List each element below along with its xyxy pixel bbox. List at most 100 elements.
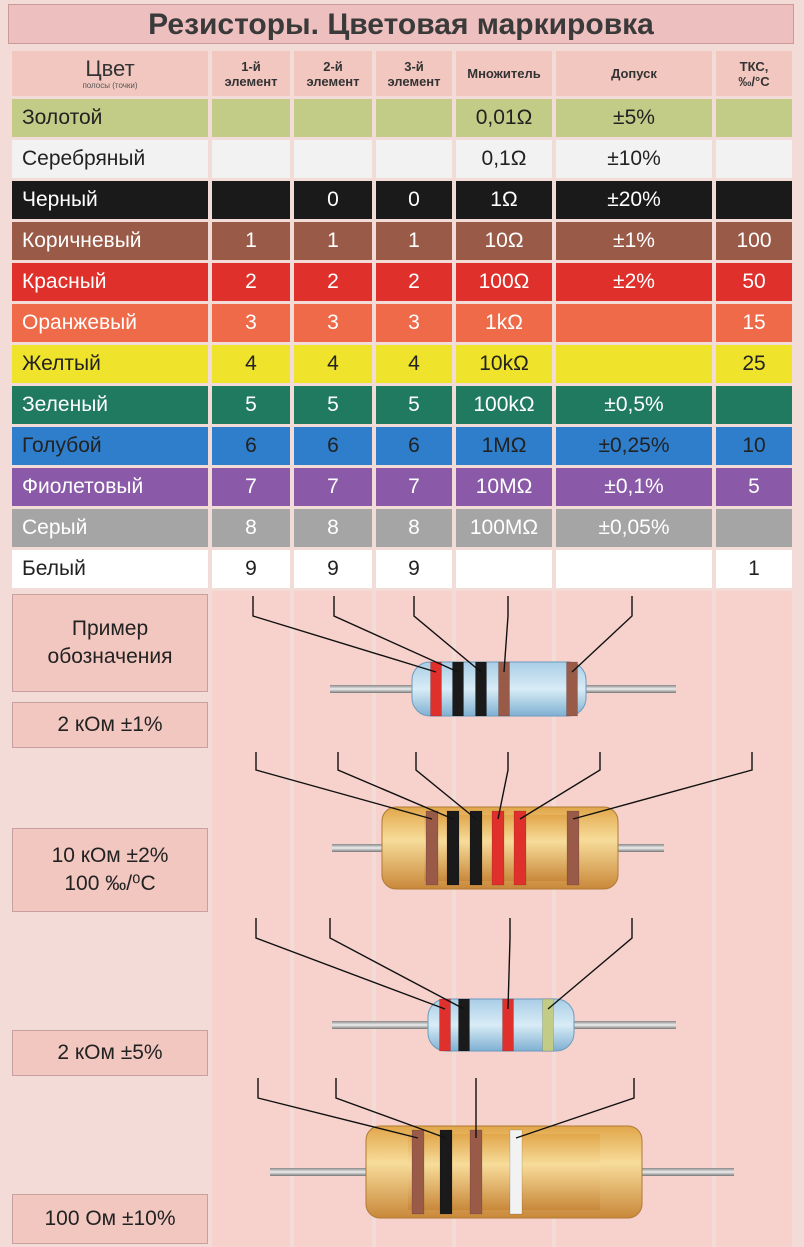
color-name-cell: Черный [12, 181, 208, 219]
color-name-cell: Голубой [12, 427, 208, 465]
value-cell-mult: 100MΩ [456, 509, 552, 547]
value-cell-d3: 4 [376, 345, 452, 383]
value-cell-tol: ±0,25% [556, 427, 712, 465]
value-cell-tks [716, 509, 792, 547]
color-name-cell: Красный [12, 263, 208, 301]
value-cell-mult: 0,01Ω [456, 99, 552, 137]
value-cell-tks [716, 99, 792, 137]
value-cell-tks: 5 [716, 468, 792, 506]
value-cell-d3: 0 [376, 181, 452, 219]
color-band [491, 810, 505, 886]
value-cell-d3: 5 [376, 386, 452, 424]
value-cell-d2: 6 [294, 427, 372, 465]
value-cell-d1: 5 [212, 386, 290, 424]
value-cell-tks: 25 [716, 345, 792, 383]
column-stripe [212, 591, 290, 1247]
color-band [469, 1129, 483, 1215]
value-cell-tol [556, 304, 712, 342]
value-cell-tol: ±20% [556, 181, 712, 219]
header-tks: ТКС, ‰/°С [716, 51, 792, 96]
value-cell-d3: 6 [376, 427, 452, 465]
color-band [411, 1129, 425, 1215]
connector-line [572, 752, 753, 820]
value-cell-d2: 4 [294, 345, 372, 383]
connector-line [503, 596, 509, 673]
value-cell-tol [556, 345, 712, 383]
value-cell-mult: 10MΩ [456, 468, 552, 506]
header-tks-line: ‰/°С [738, 73, 770, 89]
color-name-cell: Золотой [12, 99, 208, 137]
color-name-cell: Фиолетовый [12, 468, 208, 506]
connector-line [329, 918, 465, 1010]
value-cell-d2: 5 [294, 386, 372, 424]
color-band [452, 661, 464, 717]
value-cell-d3: 9 [376, 550, 452, 588]
connector-line [413, 596, 482, 673]
header-color-label: Цвет [85, 55, 135, 81]
value-cell-d3 [376, 140, 452, 178]
value-cell-tks [716, 181, 792, 219]
value-cell-d1: 4 [212, 345, 290, 383]
color-band [439, 1129, 453, 1215]
color-band [566, 661, 578, 717]
value-cell-d2: 0 [294, 181, 372, 219]
value-cell-mult: 100Ω [456, 263, 552, 301]
color-name-cell: Коричневый [12, 222, 208, 260]
value-cell-d2: 7 [294, 468, 372, 506]
value-cell-tol: ±0,5% [556, 386, 712, 424]
header-second-line: 2-й [323, 58, 343, 74]
connector-line [507, 918, 511, 1010]
value-cell-mult: 1kΩ [456, 304, 552, 342]
value-cell-d1: 1 [212, 222, 290, 260]
value-cell-d1: 2 [212, 263, 290, 301]
connector-line [257, 1078, 419, 1139]
page-title: Резисторы. Цветовая маркировка [8, 4, 794, 44]
connector-line [519, 752, 601, 820]
value-cell-d1 [212, 99, 290, 137]
value-cell-d3: 2 [376, 263, 452, 301]
header-color: Цвет полосы (точки) [12, 51, 208, 96]
connector-line [415, 752, 477, 820]
example-label: 100 Ом ±10% [12, 1194, 208, 1244]
value-cell-tks: 100 [716, 222, 792, 260]
value-cell-mult: 100kΩ [456, 386, 552, 424]
connector-line [497, 752, 509, 820]
header-first-line: элемент [224, 73, 278, 89]
value-cell-tks: 10 [716, 427, 792, 465]
header-second-line: элемент [306, 73, 360, 89]
header-tks-line: ТКС, [739, 58, 769, 74]
resistor-body-middle [408, 1134, 600, 1210]
color-band [542, 998, 554, 1052]
value-cell-d1: 3 [212, 304, 290, 342]
header-third: 3-й элемент [376, 51, 452, 96]
header-tolerance: Допуск [556, 51, 712, 96]
value-cell-tol [556, 550, 712, 588]
header-second: 2-й элемент [294, 51, 372, 96]
color-band [513, 810, 527, 886]
value-cell-mult: 10Ω [456, 222, 552, 260]
connector-line [255, 918, 446, 1010]
header-multiplier: Множитель [456, 51, 552, 96]
example-label-line: Пример [71, 617, 149, 640]
connector-line [337, 752, 454, 820]
color-name-cell: Желтый [12, 345, 208, 383]
value-cell-d2 [294, 99, 372, 137]
color-band [446, 810, 460, 886]
value-cell-tol: ±5% [556, 99, 712, 137]
value-cell-tks [716, 386, 792, 424]
color-band [469, 810, 483, 886]
value-cell-d1 [212, 140, 290, 178]
color-band [475, 661, 487, 717]
header-first: 1-й элемент [212, 51, 290, 96]
value-cell-d3: 7 [376, 468, 452, 506]
connector-line [571, 596, 633, 673]
value-cell-mult: 0,1Ω [456, 140, 552, 178]
example-label-line: 100 ‰/⁰С [64, 872, 156, 895]
value-cell-d2: 1 [294, 222, 372, 260]
value-cell-mult: 1MΩ [456, 427, 552, 465]
value-cell-d1 [212, 181, 290, 219]
example-label-line: 100 Ом ±10% [44, 1207, 176, 1230]
value-cell-tol: ±2% [556, 263, 712, 301]
connector-line [515, 1078, 635, 1139]
column-stripe [716, 591, 792, 1247]
